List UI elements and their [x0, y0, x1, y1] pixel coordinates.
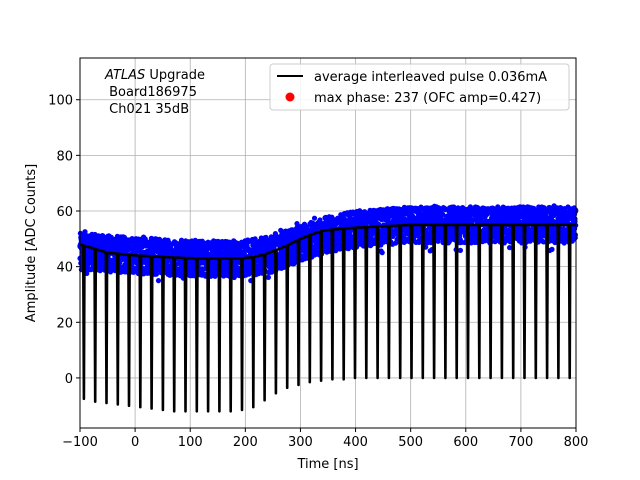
x-tick-label: 200	[233, 435, 258, 450]
sample-outlier	[551, 203, 557, 209]
sample-outlier	[142, 241, 148, 247]
sample-point	[153, 271, 159, 277]
sample-outlier	[473, 238, 479, 244]
sample-outlier	[427, 248, 433, 254]
sample-outlier	[365, 211, 371, 217]
sample-outlier	[82, 229, 88, 235]
sample-outlier	[226, 243, 232, 249]
y-axis-label: Amplitude [ADC Counts]	[24, 164, 39, 322]
x-tick-label: 500	[398, 435, 423, 450]
annotation-atlas: ATLAS	[104, 68, 145, 83]
legend-entry-average-pulse: average interleaved pulse 0.036mA	[314, 70, 547, 85]
x-tick-label: 600	[453, 435, 478, 450]
sample-outlier	[90, 235, 96, 241]
scatter-series	[77, 203, 579, 284]
sample-outlier	[211, 238, 217, 244]
sample-outlier	[386, 214, 392, 220]
sample-outlier	[462, 207, 468, 214]
x-tick-label: 400	[343, 435, 368, 450]
sample-outlier	[424, 211, 431, 217]
sample-point	[572, 232, 578, 238]
sample-outlier	[502, 205, 508, 211]
y-tick-label: 40	[56, 261, 73, 276]
sample-outlier	[457, 247, 463, 253]
sample-outlier	[141, 234, 147, 240]
sample-outlier	[393, 211, 399, 217]
sample-outlier	[459, 212, 465, 218]
sample-outlier	[155, 278, 162, 284]
x-tick-label: 0	[131, 435, 139, 450]
sample-point	[451, 204, 457, 210]
x-tick-label: −100	[62, 435, 98, 450]
sample-point	[478, 214, 484, 220]
sample-outlier	[272, 231, 278, 237]
annotation-upgrade: Upgrade	[145, 68, 205, 83]
sample-outlier	[406, 210, 412, 216]
sample-outlier	[107, 269, 114, 275]
y-tick-label: 0	[65, 372, 73, 387]
sample-outlier	[265, 274, 271, 280]
sample-point	[252, 236, 258, 242]
sample-point	[442, 207, 448, 213]
sample-point	[271, 245, 277, 251]
sample-outlier	[311, 215, 318, 221]
y-tick-label: 20	[56, 316, 73, 331]
sample-outlier	[294, 221, 300, 227]
sample-outlier	[231, 238, 237, 244]
y-tick-label: 100	[48, 94, 73, 109]
sample-outlier	[199, 245, 205, 251]
sample-point	[281, 264, 287, 270]
sample-outlier	[557, 205, 563, 211]
y-tick-label: 80	[56, 149, 73, 164]
y-tick-label: 60	[56, 205, 73, 220]
x-axis-label: Time [ns]	[296, 457, 358, 472]
annotation-box: ATLAS Upgrade Board186975 Ch021 35dB	[104, 68, 205, 117]
sample-outlier	[221, 273, 227, 279]
legend: average interleaved pulse 0.036mA max ph…	[269, 63, 570, 111]
sample-outlier	[571, 212, 577, 218]
sample-outlier	[231, 274, 237, 281]
sample-point	[440, 212, 446, 218]
average-pulse-series	[79, 223, 576, 413]
sample-outlier	[343, 211, 349, 217]
sample-outlier	[108, 234, 114, 240]
sample-point	[292, 259, 298, 265]
sample-point	[541, 239, 547, 245]
legend-entry-max-phase: max phase: 237 (OFC amp=0.427)	[314, 91, 541, 106]
sample-outlier	[431, 203, 438, 209]
annotation-line-1: ATLAS Upgrade	[104, 68, 205, 83]
legend-dot-swatch	[285, 92, 295, 102]
annotation-line-3: Ch021 35dB	[105, 102, 189, 117]
annotation-line-2: Board186975	[105, 85, 197, 100]
sample-outlier	[471, 210, 478, 216]
sample-point	[126, 246, 132, 253]
sample-outlier	[246, 271, 252, 277]
sample-outlier	[278, 227, 284, 233]
x-tick-label: 300	[288, 435, 313, 450]
sample-outlier	[378, 248, 384, 254]
sample-outlier	[189, 238, 195, 244]
sample-outlier	[565, 204, 571, 210]
sample-outlier	[299, 227, 305, 233]
axes-frame	[79, 57, 577, 429]
ticks: −100 0 100 200 300 400 500 600 700 800 0 20 40 60 80 10…	[48, 94, 588, 450]
sample-outlier	[98, 238, 104, 245]
sample-outlier	[467, 204, 473, 210]
x-tick-label: 700	[508, 435, 533, 450]
sample-outlier	[401, 204, 407, 210]
sample-outlier	[162, 237, 168, 243]
average-pulse-line	[79, 223, 576, 413]
sample-outlier	[287, 228, 294, 234]
sample-outlier	[507, 245, 513, 251]
sample-outlier	[231, 243, 237, 249]
x-tick-label: 800	[564, 435, 589, 450]
sample-outlier	[178, 237, 185, 243]
x-tick-label: 100	[178, 435, 203, 450]
sample-outlier	[526, 210, 533, 216]
sample-outlier	[368, 242, 374, 248]
legend-frame	[269, 63, 570, 111]
